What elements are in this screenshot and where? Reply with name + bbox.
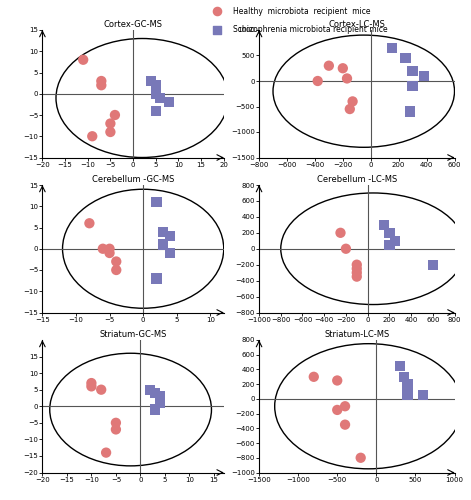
- Point: [106, 120, 114, 128]
- Point: [386, 229, 393, 237]
- Point: [113, 266, 120, 274]
- Point: [151, 389, 159, 397]
- Point: [102, 448, 110, 456]
- Point: [166, 249, 174, 257]
- Point: [409, 67, 416, 75]
- Point: [153, 274, 160, 282]
- Point: [353, 272, 361, 280]
- Title: Cortex-LC-MS: Cortex-LC-MS: [328, 20, 385, 29]
- Point: [106, 128, 114, 136]
- Point: [404, 391, 411, 399]
- Point: [99, 244, 106, 252]
- Point: [111, 111, 119, 119]
- Point: [388, 44, 396, 52]
- Point: [402, 54, 409, 62]
- Point: [333, 406, 341, 414]
- Point: [353, 268, 361, 276]
- Point: [97, 386, 105, 394]
- Point: [112, 419, 120, 427]
- Point: [160, 240, 167, 248]
- Point: [156, 399, 164, 407]
- Point: [341, 420, 349, 428]
- Point: [147, 77, 155, 85]
- Point: [160, 228, 167, 236]
- Point: [353, 264, 361, 272]
- Point: [97, 81, 105, 89]
- Point: [342, 244, 349, 252]
- Point: [333, 376, 341, 384]
- Title: Cerebellum -LC-MS: Cerebellum -LC-MS: [317, 175, 397, 184]
- Point: [353, 260, 361, 268]
- Point: [112, 426, 120, 434]
- Point: [88, 382, 95, 390]
- Point: [156, 392, 164, 400]
- Point: [97, 77, 105, 85]
- Point: [409, 82, 416, 90]
- Point: [420, 72, 428, 80]
- Point: [80, 56, 87, 64]
- Point: [88, 379, 95, 387]
- Point: [343, 74, 351, 82]
- Title: Striatum-GC-MS: Striatum-GC-MS: [99, 330, 167, 339]
- Point: [404, 388, 411, 396]
- Point: [386, 241, 393, 249]
- Point: [113, 258, 120, 266]
- Text: Schizophrenia microbiota recipient mice: Schizophrenia microbiota recipient mice: [233, 26, 387, 35]
- Point: [166, 232, 174, 240]
- Point: [349, 98, 357, 106]
- Point: [325, 62, 333, 70]
- Point: [396, 362, 404, 370]
- Point: [380, 221, 388, 229]
- Point: [391, 237, 398, 245]
- Title: Cortex-GC-MS: Cortex-GC-MS: [104, 20, 162, 29]
- Point: [146, 386, 154, 394]
- Point: [346, 105, 354, 113]
- Point: [310, 373, 317, 381]
- Point: [420, 391, 427, 399]
- Point: [89, 132, 96, 140]
- Point: [357, 454, 365, 462]
- Point: [152, 81, 160, 89]
- Text: Healthy  microbiota  recipient  mice: Healthy microbiota recipient mice: [233, 6, 370, 16]
- Point: [337, 229, 344, 237]
- Point: [429, 260, 437, 268]
- Point: [106, 249, 114, 257]
- Point: [152, 107, 160, 115]
- Point: [86, 219, 93, 227]
- Point: [151, 406, 159, 413]
- Point: [152, 90, 160, 98]
- Point: [106, 244, 114, 252]
- Point: [314, 77, 321, 85]
- Point: [153, 198, 160, 206]
- Point: [406, 108, 414, 116]
- Title: Cerebellum -GC-MS: Cerebellum -GC-MS: [92, 175, 174, 184]
- Point: [166, 98, 173, 106]
- Point: [400, 373, 407, 381]
- Point: [339, 64, 347, 72]
- Point: [341, 402, 349, 410]
- Title: Striatum-LC-MS: Striatum-LC-MS: [324, 330, 390, 339]
- Point: [404, 380, 411, 388]
- Point: [156, 94, 164, 102]
